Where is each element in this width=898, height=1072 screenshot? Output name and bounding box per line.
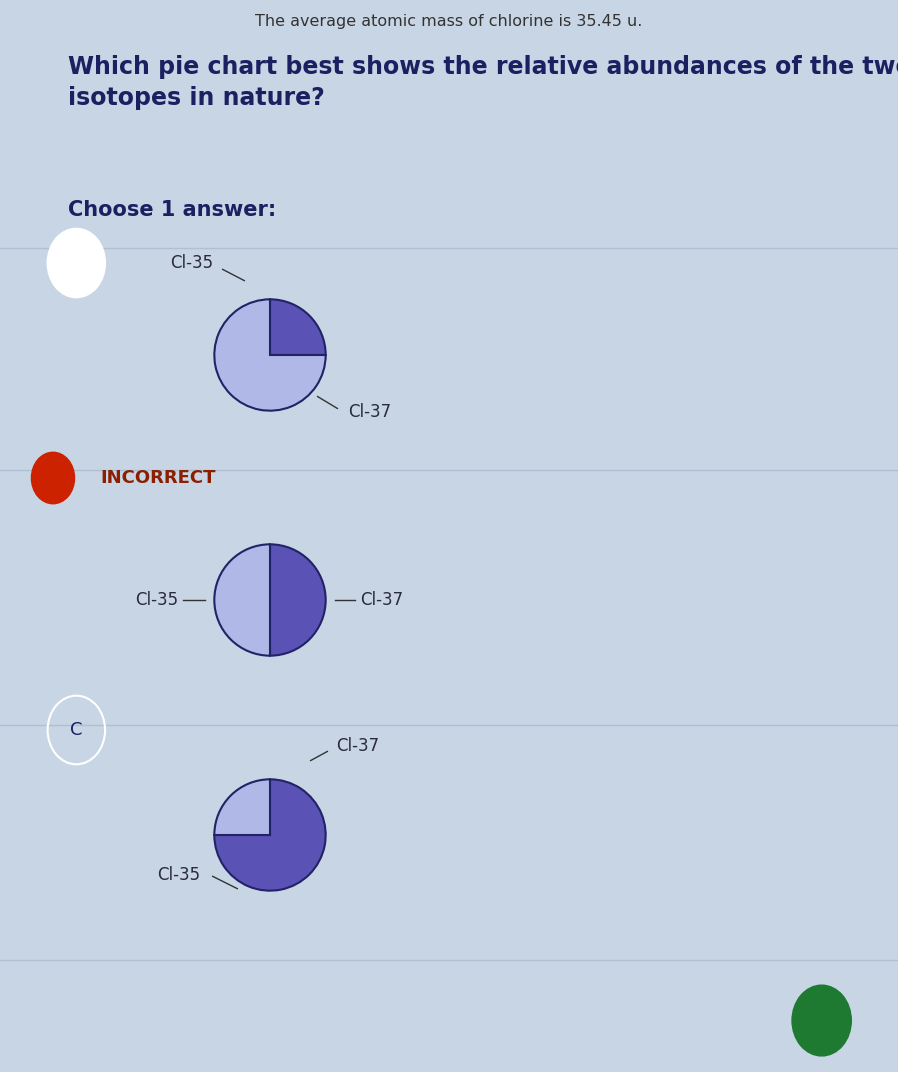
Text: Cl-37: Cl-37 xyxy=(360,591,403,609)
Text: Which pie chart best shows the relative abundances of the two
isotopes in nature: Which pie chart best shows the relative … xyxy=(68,55,898,109)
Wedge shape xyxy=(270,299,326,355)
Wedge shape xyxy=(215,779,270,835)
Text: Cl-37: Cl-37 xyxy=(348,403,392,421)
Text: Cl-35: Cl-35 xyxy=(135,591,178,609)
Text: A: A xyxy=(70,254,83,272)
Wedge shape xyxy=(215,299,326,411)
Text: Choose 1 answer:: Choose 1 answer: xyxy=(68,200,277,220)
Text: INCORRECT: INCORRECT xyxy=(100,470,216,487)
Wedge shape xyxy=(270,545,326,656)
Text: The average atomic mass of chlorine is 35.45 u.: The average atomic mass of chlorine is 3… xyxy=(255,14,643,29)
Text: Cl-35: Cl-35 xyxy=(170,254,213,272)
Text: Cl-35: Cl-35 xyxy=(157,866,200,884)
Text: Q: Q xyxy=(812,1023,832,1047)
Text: Cl-37: Cl-37 xyxy=(336,738,379,755)
Wedge shape xyxy=(215,779,326,891)
Text: C: C xyxy=(70,721,83,739)
Wedge shape xyxy=(215,545,270,656)
